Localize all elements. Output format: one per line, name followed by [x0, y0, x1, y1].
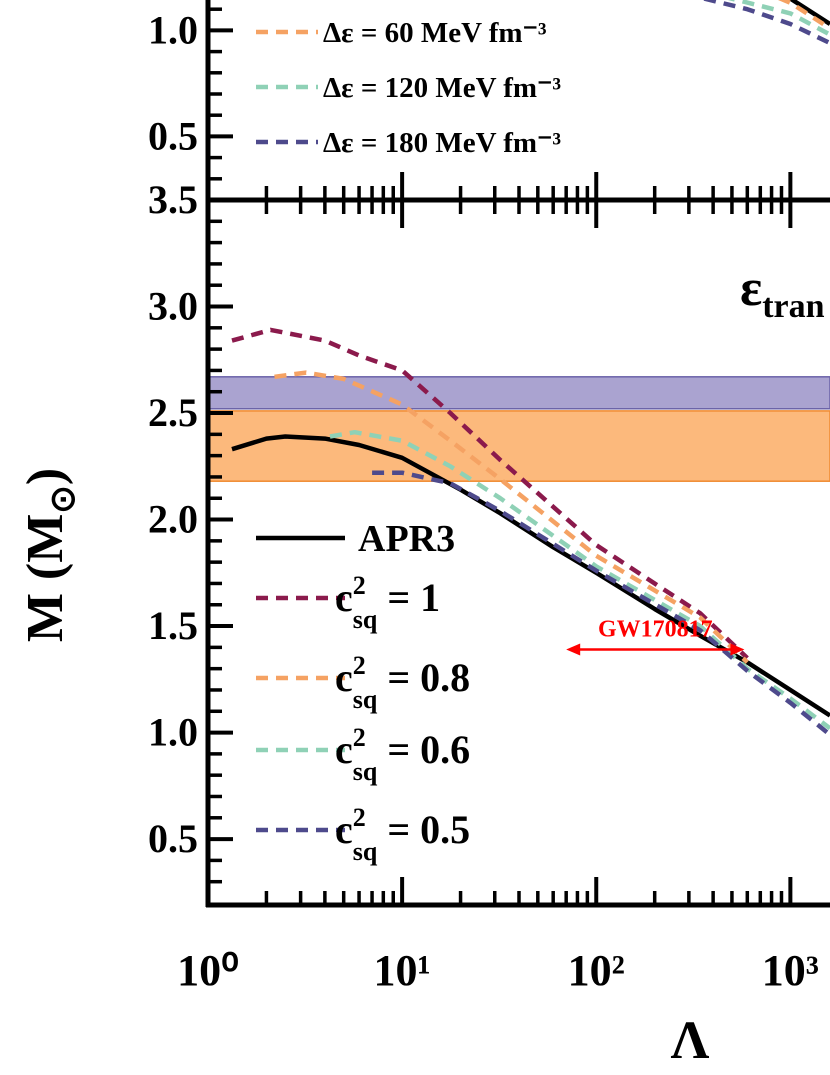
curve — [777, 0, 830, 31]
y-tick-label: 0.5 — [148, 816, 198, 861]
band — [208, 376, 830, 410]
y-tick-label: 1.0 — [148, 7, 198, 52]
annotation-part: ε — [740, 260, 762, 317]
y-tick-label: 2.0 — [148, 497, 198, 542]
arrow-head — [566, 643, 581, 656]
legend-label-part: 2 — [353, 723, 366, 752]
legend-label: c2 sq = 1 — [335, 571, 440, 634]
y-axis-label-part: ) — [17, 468, 74, 485]
legend-label-part: sq — [353, 685, 378, 714]
legend-label-part: = 0.6 — [387, 727, 470, 772]
curve — [372, 470, 830, 737]
curve — [274, 370, 749, 664]
legend-label-part: 2 — [353, 571, 366, 600]
band — [208, 410, 830, 482]
y-axis-label-part: M (M — [17, 514, 74, 642]
curve — [703, 0, 830, 46]
legend-label-part: sq — [353, 837, 378, 866]
y-tick-label: 2.5 — [148, 390, 198, 435]
legend-label: Δε = 120 MeV fm⁻³ — [323, 72, 561, 104]
legend-label-part: c — [335, 655, 353, 700]
arrow-label: GW170817 — [598, 616, 713, 642]
legend-label: c2 sq = 0.8 — [335, 651, 470, 714]
arrow-head — [730, 643, 745, 656]
legend-label: Δε = 60 MeV fm⁻³ — [323, 17, 547, 49]
x-tick-label: 10¹ — [374, 946, 431, 995]
curve — [727, 0, 830, 37]
legend-label-part: sq — [353, 757, 378, 786]
plot-area — [703, 0, 830, 46]
x-axis-label: Λ — [671, 1010, 710, 1070]
legend-label: APR3 — [358, 518, 455, 560]
annotation-part: tran — [762, 288, 824, 325]
x-tick-label: 10⁰ — [177, 946, 239, 995]
annotation: εtran — [740, 260, 825, 325]
x-tick-label: 10² — [568, 946, 625, 995]
plot-area — [208, 327, 830, 737]
legend-label-part: sq — [353, 605, 378, 634]
legend-label-part: c — [335, 727, 353, 772]
legend-label-part: = 0.5 — [387, 807, 470, 852]
legend-label-part: c — [335, 575, 353, 620]
legend-label-part: 2 — [353, 803, 366, 832]
curve — [329, 429, 830, 731]
legend-label-part: c — [335, 807, 353, 852]
y-axis-label-part: ⊙ — [45, 485, 82, 514]
y-tick-label: 1.5 — [148, 603, 198, 648]
y-tick-label: 3.0 — [148, 284, 198, 329]
y-tick-label: 3.5 — [148, 177, 198, 222]
y-axis-label: M (M⊙) — [17, 468, 82, 642]
curve — [788, 0, 830, 26]
y-tick-label: 0.5 — [148, 113, 198, 158]
legend-label-part: = 0.8 — [387, 655, 470, 700]
legend-label: Δε = 180 MeV fm⁻³ — [323, 127, 561, 159]
x-tick-label: 10³ — [762, 946, 819, 995]
legend-label-part: = 1 — [387, 575, 440, 620]
curve — [231, 327, 749, 660]
legend-label: c2 sq = 0.6 — [335, 723, 470, 786]
y-tick-label: 1.0 — [148, 710, 198, 755]
legend-label: c2 sq = 0.5 — [335, 803, 470, 866]
legend-label-part: 2 — [353, 651, 366, 680]
